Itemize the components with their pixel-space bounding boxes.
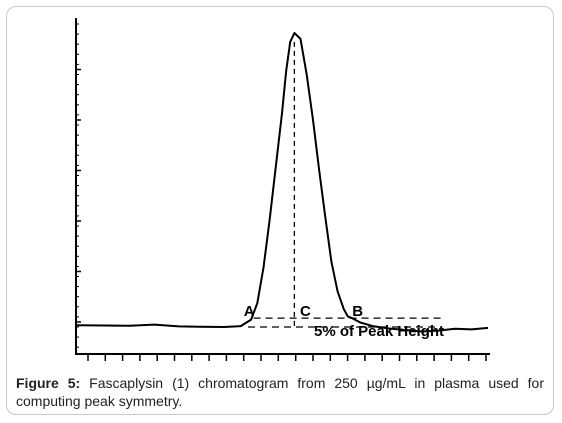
- chromatogram-trace: [76, 33, 488, 332]
- chart-axes: [76, 18, 490, 355]
- point-c-label: C: [300, 303, 311, 320]
- figure-caption: Figure 5: Fascaplysin (1) chromatogram f…: [16, 374, 544, 410]
- caption-text: Fascaplysin (1) chromatogram from 250 µg…: [16, 375, 544, 409]
- figure-label: Figure 5:: [16, 375, 80, 391]
- guide-lines: [248, 42, 442, 327]
- x-ticks: [88, 354, 486, 361]
- point-b-label: B: [352, 303, 363, 320]
- threshold-label: 5% of Peak Height: [314, 323, 444, 340]
- point-a-label: A: [244, 303, 255, 320]
